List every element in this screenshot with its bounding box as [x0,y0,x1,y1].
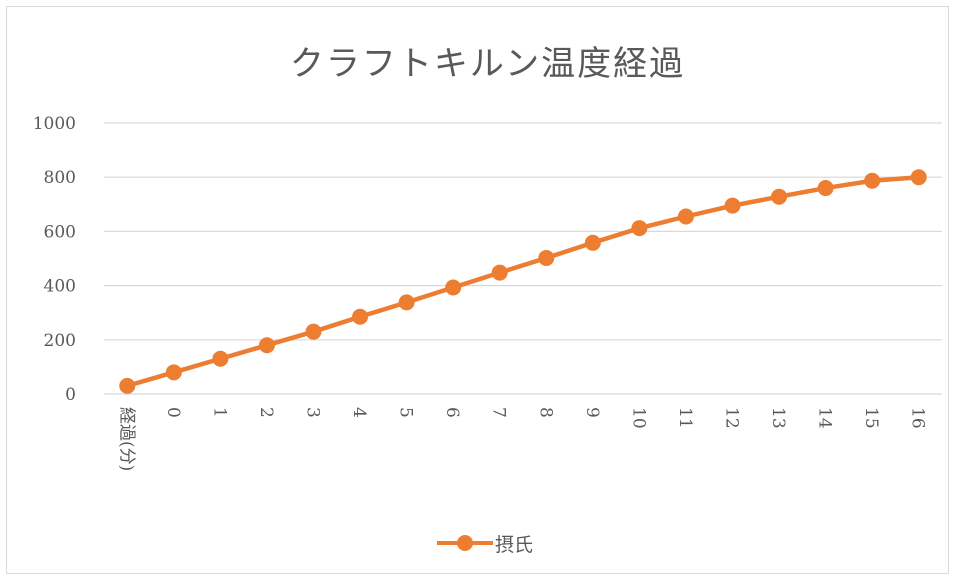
x-tick-label: 12 [722,407,742,429]
data-point [305,323,322,340]
series-celsius [119,169,927,394]
x-tick-label: 1 [209,407,229,418]
x-tick-label: 7 [489,407,509,418]
data-point [771,188,788,205]
x-axis-tick-labels: 経過(分) 0 1 2 3 4 5 6 7 8 9 10 11 12 13 14 15 16 [116,407,927,471]
y-tick-label: 800 [44,168,76,188]
legend-swatch-marker [457,535,473,551]
legend-label: 摂氏 [495,533,534,556]
data-point [398,294,415,311]
x-tick-label: 6 [442,407,462,418]
legend-swatch [437,533,493,553]
x-tick-label: 8 [535,407,555,418]
data-point [538,249,555,266]
y-tick-label: 200 [44,331,76,351]
x-tick-label: 16 [908,407,928,429]
y-axis-tick-labels: 0 200 400 600 800 1000 [33,114,76,405]
x-tick-label: 13 [768,407,788,429]
x-tick-label: 14 [815,407,835,429]
x-tick-label: 9 [582,407,602,418]
x-tick-label: 4 [349,407,369,418]
data-point [445,279,462,296]
data-point [212,350,229,367]
data-point [352,308,369,325]
data-point [864,172,881,189]
legend: 摂氏 [437,528,533,558]
x-tick-label: 2 [256,407,276,418]
data-point [631,220,648,237]
chart-title: クラフトキルン温度経過 [289,44,686,84]
data-point [491,264,508,281]
y-tick-label: 1000 [33,114,76,134]
x-tick-label: 10 [628,407,648,429]
data-point [165,364,182,381]
x-tick-label: 0 [163,407,183,418]
y-tick-label: 0 [65,385,76,405]
x-tick-label: 3 [303,407,323,418]
data-point [584,234,601,251]
x-tick-label: 11 [675,407,695,429]
gridlines [104,122,942,395]
series-line-celsius [125,174,921,389]
x-tick-label: 5 [396,407,416,418]
data-point [258,337,275,354]
data-point [119,377,136,394]
x-tick-label: 15 [861,407,881,429]
data-point [817,180,834,197]
x-tick-label: 経過(分) [116,407,136,471]
y-tick-label: 600 [44,222,76,242]
y-tick-label: 400 [44,277,76,297]
chart-frame [6,6,949,574]
data-point [677,208,694,225]
data-point [724,197,741,214]
data-point [910,169,927,186]
